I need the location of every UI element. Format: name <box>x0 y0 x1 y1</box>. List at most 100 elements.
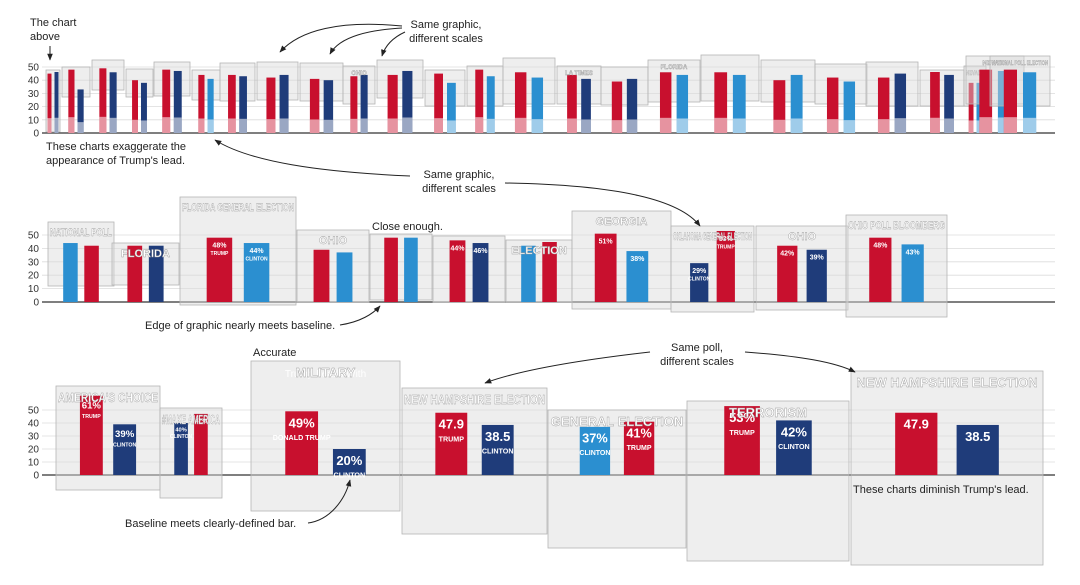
thumbnail-frame <box>432 235 506 303</box>
trump-bar <box>435 412 468 475</box>
y-tick-label: 10 <box>28 115 40 126</box>
thumbnail-frame <box>219 62 256 102</box>
thumbnail-caption: FLORIDA GENERAL ELECTION <box>182 202 294 214</box>
bar-fade <box>239 118 247 133</box>
bar-fade <box>826 119 839 133</box>
thumbnail <box>700 54 760 133</box>
bar-fade <box>968 120 974 133</box>
thumbnail-frame <box>547 409 687 549</box>
thumbnail <box>299 62 344 133</box>
clinton-bar <box>77 89 84 133</box>
trump-bar <box>194 413 208 475</box>
bar-fade <box>773 119 786 133</box>
thumbnail: 53%TRUMP 29%CLINTON OKLAHOMA GENERAL ELECT… <box>670 225 755 313</box>
thumbnail-frame <box>571 210 672 310</box>
note-chart-above: The chart above <box>30 17 77 43</box>
thumbnail-caption: OHIO POLL BLOOMBERG <box>848 220 945 232</box>
thumbnail-caption: NEW HAMPSHIRE ELECTION <box>404 392 545 407</box>
arrow-baseline-bar <box>307 479 352 524</box>
trump-bar <box>623 421 655 475</box>
trump-bar <box>930 72 940 133</box>
thumbnail-caption: GENERAL ELECTION <box>551 414 684 429</box>
trump-bar <box>266 77 276 133</box>
trump-bar <box>79 395 103 475</box>
trump-value-label: 48% <box>212 243 227 250</box>
thumbnail: 61% TRUMP 39% CLINTON AMERICA'S CHOICE <box>55 385 161 491</box>
thumbnail-caption: FLORIDA <box>121 248 170 260</box>
clinton-value-label: 46% <box>474 248 489 255</box>
clinton-bar <box>626 78 638 133</box>
trump-bar <box>895 412 938 475</box>
trump-bar <box>127 245 143 302</box>
thumbnail <box>153 61 191 133</box>
y-tick-label: 30 <box>28 257 40 268</box>
thumbnail-caption: FLORIDA <box>661 65 688 71</box>
thumbnail-frame <box>296 229 370 303</box>
trump-bar <box>968 82 974 133</box>
note-exaggerate: These charts exaggerate the appearance o… <box>46 141 187 167</box>
clinton-bar <box>239 76 247 133</box>
bar-fade <box>447 120 456 133</box>
clinton-name-label: CLINTON <box>778 443 810 451</box>
trump-bar <box>773 80 786 133</box>
y-tick-label: 30 <box>28 432 40 443</box>
trump-value-label: 51% <box>599 239 614 246</box>
thumbnail-frame <box>299 62 344 102</box>
thumbnail-frame <box>814 63 868 105</box>
bar-fade <box>475 117 484 133</box>
y-tick-label: 20 <box>28 271 40 282</box>
thumbnail-frame <box>159 407 223 499</box>
bar-fade <box>266 119 276 133</box>
thumbnail <box>369 233 433 302</box>
note-same-graphic-top: Same graphic, different scales <box>409 19 483 45</box>
trump-value-label: 42% <box>780 251 795 258</box>
bar-fade <box>77 122 84 133</box>
thumbnail <box>424 69 466 133</box>
note-same-graphic-middle: Same graphic, different scales <box>422 169 496 195</box>
clinton-bar <box>360 74 368 133</box>
thumbnail: LA TIMES <box>556 65 602 133</box>
thumbnail-frame <box>153 61 191 97</box>
clinton-bar <box>323 80 334 133</box>
y-tick-label: 30 <box>28 89 40 100</box>
y-tick-label: 10 <box>28 284 40 295</box>
clinton-bar <box>690 263 709 302</box>
trump-bar <box>475 69 484 133</box>
clinton-bar <box>626 251 649 302</box>
bar-fade <box>676 118 689 133</box>
thumbnail-frame <box>845 214 948 318</box>
clinton-bar <box>141 82 147 133</box>
trump-value-label: 47% <box>195 419 206 425</box>
y-tick-label: 40 <box>28 244 40 255</box>
clinton-name-label: CLINTON <box>482 448 514 456</box>
bar-fade <box>434 118 443 133</box>
clinton-bar <box>243 243 270 302</box>
clinton-value-label: 39% <box>810 255 825 262</box>
thumbnail-frame <box>755 225 849 311</box>
clinton-name-label: CLINTON <box>170 434 193 440</box>
thumbnail-headline: Trump Leads With <box>285 369 366 380</box>
thumbnail: ELECTION <box>505 239 573 303</box>
bar-fade <box>843 120 856 133</box>
bar-fade <box>173 117 182 133</box>
arrow-edge-baseline <box>339 305 381 326</box>
trump-bar <box>434 73 443 133</box>
y-tick-label: 0 <box>33 471 39 482</box>
bar-fade <box>581 119 591 133</box>
clinton-bar <box>336 252 353 302</box>
clinton-bar <box>402 70 413 133</box>
bar-fade <box>567 118 577 133</box>
thumbnail <box>466 65 504 133</box>
thumbnail-frame <box>700 54 760 102</box>
clinton-bar <box>148 245 164 302</box>
thumbnail: OHIO <box>342 65 376 133</box>
clinton-value-label: 42% <box>781 424 807 439</box>
thumbnail-caption: GEORGIA <box>596 216 648 228</box>
clinton-value-label: 38.5 <box>965 429 990 444</box>
clinton-bar <box>944 74 954 133</box>
thumbnail-caption: NEVADA <box>983 61 1009 67</box>
thumbnail <box>502 57 556 133</box>
bar-fade <box>279 118 289 133</box>
trump-bar <box>228 74 236 133</box>
